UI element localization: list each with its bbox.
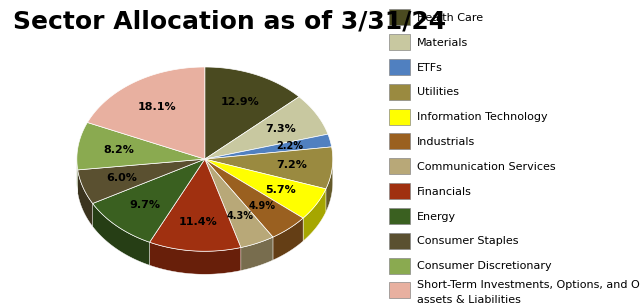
Text: 7.2%: 7.2%	[276, 160, 307, 170]
Polygon shape	[241, 237, 273, 271]
Polygon shape	[273, 218, 303, 260]
Polygon shape	[77, 122, 205, 170]
Text: 11.4%: 11.4%	[179, 217, 217, 226]
FancyBboxPatch shape	[389, 59, 410, 75]
Text: 6.0%: 6.0%	[106, 173, 138, 183]
FancyBboxPatch shape	[389, 109, 410, 125]
Text: Short-Term Investments, Options, and Other Net: Short-Term Investments, Options, and Oth…	[417, 280, 640, 290]
FancyBboxPatch shape	[389, 258, 410, 274]
Polygon shape	[205, 159, 326, 218]
Text: Utilities: Utilities	[417, 88, 460, 97]
Text: Sector Allocation as of 3/31/24: Sector Allocation as of 3/31/24	[13, 9, 446, 33]
Text: Communication Services: Communication Services	[417, 162, 556, 172]
Polygon shape	[205, 147, 333, 189]
Text: 5.7%: 5.7%	[266, 185, 296, 195]
Polygon shape	[93, 203, 150, 265]
Polygon shape	[205, 97, 328, 159]
FancyBboxPatch shape	[389, 208, 410, 224]
Text: Information Technology: Information Technology	[417, 112, 548, 122]
Polygon shape	[150, 242, 241, 274]
Text: 2.2%: 2.2%	[276, 141, 303, 151]
FancyBboxPatch shape	[389, 183, 410, 199]
Polygon shape	[205, 134, 332, 159]
Text: Industrials: Industrials	[417, 137, 476, 147]
Text: Materials: Materials	[417, 38, 468, 48]
FancyBboxPatch shape	[389, 9, 410, 25]
Text: Consumer Discretionary: Consumer Discretionary	[417, 261, 552, 271]
Text: 9.7%: 9.7%	[129, 200, 161, 210]
Text: 12.9%: 12.9%	[220, 97, 259, 107]
Text: Energy: Energy	[417, 212, 456, 222]
FancyBboxPatch shape	[389, 233, 410, 249]
Polygon shape	[93, 159, 205, 242]
Text: Financials: Financials	[417, 187, 472, 197]
Text: Consumer Staples: Consumer Staples	[417, 237, 519, 246]
Polygon shape	[205, 67, 299, 159]
Polygon shape	[303, 189, 326, 241]
FancyBboxPatch shape	[389, 158, 410, 174]
Polygon shape	[88, 67, 205, 159]
FancyBboxPatch shape	[389, 133, 410, 149]
Polygon shape	[77, 170, 93, 226]
Text: assets & Liabilities: assets & Liabilities	[417, 295, 521, 305]
FancyBboxPatch shape	[389, 282, 410, 298]
Polygon shape	[205, 159, 303, 237]
FancyBboxPatch shape	[389, 84, 410, 100]
Text: ETFs: ETFs	[417, 63, 443, 73]
Text: 4.3%: 4.3%	[227, 211, 254, 221]
Polygon shape	[77, 159, 205, 203]
Polygon shape	[205, 159, 273, 248]
Text: 18.1%: 18.1%	[138, 102, 177, 112]
Text: 8.2%: 8.2%	[103, 145, 134, 155]
Polygon shape	[326, 159, 333, 212]
FancyBboxPatch shape	[389, 34, 410, 50]
Text: 7.3%: 7.3%	[266, 124, 296, 134]
Polygon shape	[150, 159, 241, 251]
Text: Health Care: Health Care	[417, 13, 483, 23]
Text: 4.9%: 4.9%	[248, 201, 276, 211]
